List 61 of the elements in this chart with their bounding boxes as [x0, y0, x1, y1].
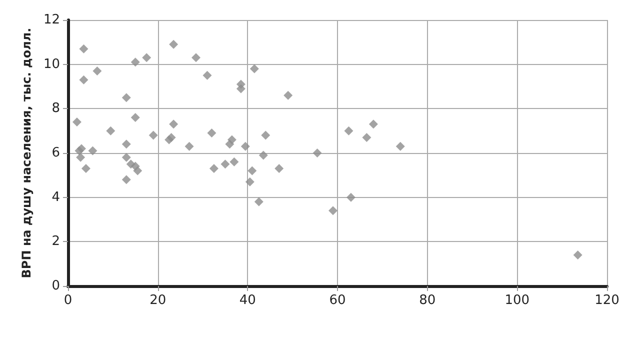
point: [250, 64, 259, 74]
point: [72, 117, 82, 126]
point: [169, 120, 178, 129]
point: [79, 44, 88, 54]
point: [328, 206, 338, 216]
point: [240, 142, 250, 151]
y-tick-label: 4: [52, 190, 60, 205]
x-tick-label: 60: [329, 293, 346, 308]
point: [230, 157, 239, 166]
point: [169, 40, 178, 49]
point: [254, 197, 264, 206]
point: [122, 152, 131, 162]
point: [133, 166, 142, 176]
point: [209, 164, 218, 174]
point: [573, 250, 582, 260]
point: [258, 150, 268, 160]
point: [248, 166, 257, 176]
x-tick-label: 120: [594, 293, 620, 308]
point: [236, 80, 246, 89]
point: [106, 126, 116, 136]
point: [122, 93, 131, 102]
point: [142, 53, 152, 62]
point: [202, 70, 212, 80]
point: [79, 75, 88, 84]
point: [88, 146, 98, 156]
point: [92, 66, 102, 76]
point: [368, 120, 378, 129]
point: [192, 53, 201, 62]
point: [184, 142, 194, 151]
point: [130, 113, 140, 122]
point: [245, 177, 254, 186]
point: [396, 142, 405, 151]
x-tick-label: 20: [150, 293, 166, 308]
y-tick-label: 10: [43, 56, 60, 72]
point: [76, 152, 86, 162]
point: [130, 58, 140, 67]
point: [344, 126, 354, 136]
y-tick-label: 12: [43, 12, 60, 28]
x-tick-label: 80: [419, 293, 436, 308]
y-tick-label: 0: [52, 278, 60, 294]
point: [122, 175, 131, 184]
y-tick-label: 6: [52, 146, 60, 160]
point: [261, 130, 270, 140]
x-tick-label: 0: [64, 293, 72, 308]
point: [227, 135, 236, 144]
point: [220, 160, 230, 169]
point: [284, 90, 293, 100]
point: [148, 130, 158, 140]
y-axis-title: ВРП на душу населения, тыс. долл.: [20, 28, 34, 278]
point: [166, 132, 176, 142]
y-tick-label: 2: [52, 234, 60, 250]
x-tick-label: 40: [239, 293, 256, 308]
point: [81, 164, 90, 174]
y-tick-label: 8: [52, 101, 60, 116]
point: [312, 148, 322, 158]
point: [274, 164, 284, 174]
point: [362, 132, 372, 142]
point: [122, 140, 131, 149]
point: [207, 128, 216, 138]
x-tick-label: 100: [504, 293, 530, 308]
point: [346, 192, 356, 202]
